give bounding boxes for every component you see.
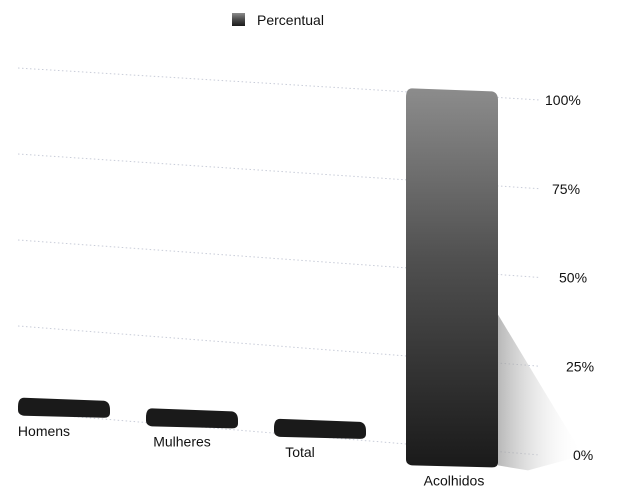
bar-homens [18,397,110,418]
bar-shadow-shape [498,314,583,471]
y-tick-labels: 0% 25% 50% 75% 100% [545,92,594,463]
y-tick-label: 100% [545,92,581,108]
x-tick-label: Total [285,444,315,460]
legend-label: Percentual [257,12,324,28]
y-tick-label: 25% [566,358,594,374]
x-tick-label: Mulheres [153,433,211,449]
x-tick-labels: Homens Mulheres Total Acolhidos [18,423,484,489]
legend-swatch [232,13,245,26]
y-tick-label: 50% [559,270,587,286]
x-tick-label: Homens [18,423,70,439]
bar-total [274,418,366,439]
y-tick-label: 0% [573,447,593,463]
bar-mulheres [146,408,238,429]
bar-shadow [498,314,583,471]
y-tick-label: 75% [552,181,580,197]
x-tick-label: Acolhidos [424,472,485,488]
legend: Percentual [232,12,324,28]
bar-acolhidos [406,88,498,468]
grid-line [17,67,541,101]
bars [18,88,498,468]
